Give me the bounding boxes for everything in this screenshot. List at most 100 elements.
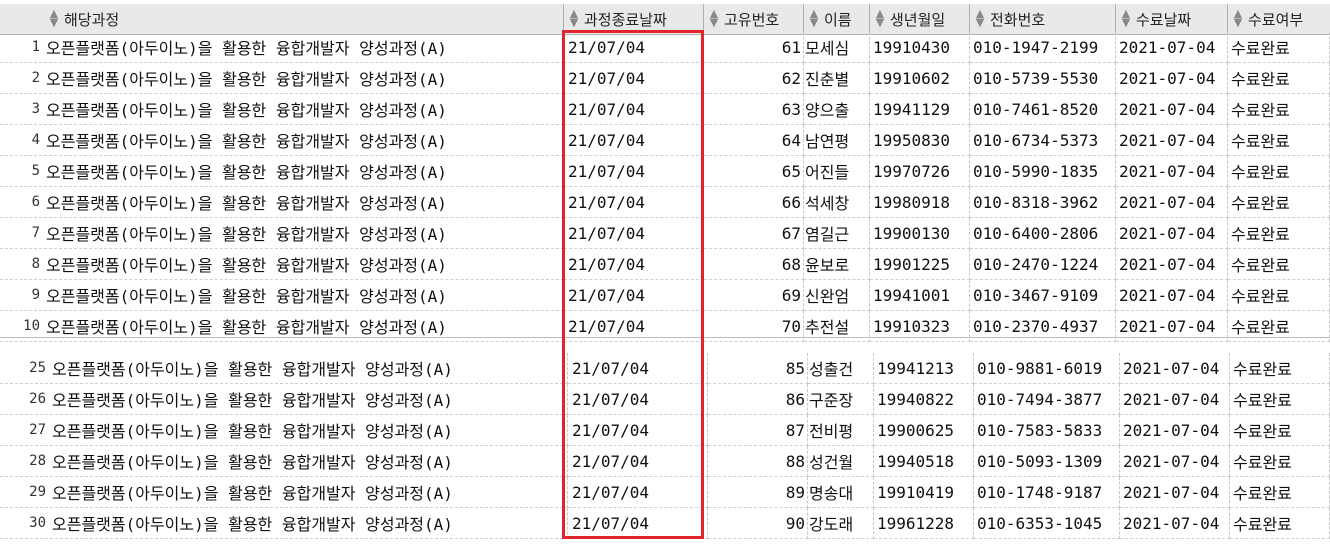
- cell-phone[interactable]: 010-3467-9109: [970, 280, 1116, 311]
- cell-name[interactable]: 모세심: [804, 32, 870, 63]
- cell-name[interactable]: 성건월: [808, 446, 874, 477]
- cell-status[interactable]: 수료완료: [1230, 508, 1330, 539]
- cell-end[interactable]: 21/07/04: [568, 477, 708, 508]
- cell-status[interactable]: 수료완료: [1230, 353, 1330, 384]
- cell-date[interactable]: 2021-07-04: [1120, 353, 1230, 384]
- table-row[interactable]: 8 오픈플랫폼(아두이노)을 활용한 융합개발자 양성과정(A) 21/07/04 6…: [0, 249, 1330, 280]
- cell-date[interactable]: 2021-07-04: [1116, 218, 1228, 249]
- header-end-date[interactable]: ▲ ▼ 과정종료날짜: [564, 4, 704, 34]
- cell-date[interactable]: 2021-07-04: [1116, 187, 1228, 218]
- cell-id[interactable]: 61: [704, 32, 804, 63]
- cell-course[interactable]: 오픈플랫폼(아두이노)을 활용한 융합개발자 양성과정(A): [44, 156, 564, 187]
- cell-birth[interactable]: 19961228: [874, 508, 974, 539]
- cell-phone[interactable]: 010-8318-3962: [970, 187, 1116, 218]
- cell-end[interactable]: 21/07/04: [564, 156, 704, 187]
- cell-name[interactable]: 진춘별: [804, 63, 870, 94]
- cell-date[interactable]: 2021-07-04: [1116, 125, 1228, 156]
- cell-id[interactable]: 62: [704, 63, 804, 94]
- header-date[interactable]: ▲ ▼ 수료날짜: [1116, 4, 1228, 34]
- cell-date[interactable]: 2021-07-04: [1116, 32, 1228, 63]
- cell-phone[interactable]: 010-5990-1835: [970, 156, 1116, 187]
- cell-end[interactable]: 21/07/04: [564, 280, 704, 311]
- cell-status[interactable]: 수료완료: [1228, 249, 1330, 280]
- cell-course[interactable]: 오픈플랫폼(아두이노)을 활용한 융합개발자 양성과정(A): [50, 353, 568, 384]
- header-name[interactable]: ▲ ▼ 이름: [804, 4, 870, 34]
- cell-date[interactable]: 2021-07-04: [1120, 446, 1230, 477]
- sort-arrows-icon[interactable]: ▲ ▼: [49, 7, 59, 29]
- sort-arrows-icon[interactable]: ▲ ▼: [709, 7, 719, 29]
- cell-status[interactable]: 수료완료: [1230, 477, 1330, 508]
- table-row[interactable]: 4 오픈플랫폼(아두이노)을 활용한 융합개발자 양성과정(A) 21/07/04 6…: [0, 125, 1330, 156]
- cell-birth[interactable]: 19940518: [874, 446, 974, 477]
- table-row[interactable]: 28 오픈플랫폼(아두이노)을 활용한 융합개발자 양성과정(A) 21/07/04…: [0, 446, 1330, 477]
- cell-phone[interactable]: 010-2370-4937: [970, 311, 1116, 342]
- cell-name[interactable]: 구준장: [808, 384, 874, 415]
- cell-end[interactable]: 21/07/04: [568, 384, 708, 415]
- cell-date[interactable]: 2021-07-04: [1116, 94, 1228, 125]
- cell-phone[interactable]: 010-1748-9187: [974, 477, 1120, 508]
- cell-id[interactable]: 64: [704, 125, 804, 156]
- cell-id[interactable]: 65: [704, 156, 804, 187]
- cell-name[interactable]: 석세창: [804, 187, 870, 218]
- cell-status[interactable]: 수료완료: [1230, 415, 1330, 446]
- table-row[interactable]: 6 오픈플랫폼(아두이노)을 활용한 융합개발자 양성과정(A) 21/07/04 6…: [0, 187, 1330, 218]
- cell-birth[interactable]: 19900625: [874, 415, 974, 446]
- cell-date[interactable]: 2021-07-04: [1120, 477, 1230, 508]
- cell-birth[interactable]: 19910323: [870, 311, 970, 342]
- cell-course[interactable]: 오픈플랫폼(아두이노)을 활용한 융합개발자 양성과정(A): [44, 94, 564, 125]
- cell-status[interactable]: 수료완료: [1228, 218, 1330, 249]
- cell-end[interactable]: 21/07/04: [568, 446, 708, 477]
- cell-id[interactable]: 63: [704, 94, 804, 125]
- cell-status[interactable]: 수료완료: [1228, 94, 1330, 125]
- cell-id[interactable]: 69: [704, 280, 804, 311]
- cell-phone[interactable]: 010-5739-5530: [970, 63, 1116, 94]
- cell-phone[interactable]: 010-7494-3877: [974, 384, 1120, 415]
- table-row[interactable]: 5 오픈플랫폼(아두이노)을 활용한 융합개발자 양성과정(A) 21/07/04 6…: [0, 156, 1330, 187]
- cell-id[interactable]: 88: [708, 446, 808, 477]
- cell-birth[interactable]: 19941213: [874, 353, 974, 384]
- cell-birth[interactable]: 19940822: [874, 384, 974, 415]
- cell-phone[interactable]: 010-6353-1045: [974, 508, 1120, 539]
- table-row[interactable]: 26 오픈플랫폼(아두이노)을 활용한 융합개발자 양성과정(A) 21/07/04…: [0, 384, 1330, 415]
- cell-status[interactable]: 수료완료: [1228, 187, 1330, 218]
- cell-date[interactable]: 2021-07-04: [1120, 508, 1230, 539]
- cell-course[interactable]: 오픈플랫폼(아두이노)을 활용한 융합개발자 양성과정(A): [44, 249, 564, 280]
- cell-id[interactable]: 85: [708, 353, 808, 384]
- cell-end[interactable]: 21/07/04: [564, 94, 704, 125]
- cell-birth[interactable]: 19900130: [870, 218, 970, 249]
- cell-course[interactable]: 오픈플랫폼(아두이노)을 활용한 융합개발자 양성과정(A): [50, 477, 568, 508]
- cell-birth[interactable]: 19941129: [870, 94, 970, 125]
- cell-phone[interactable]: 010-7461-8520: [970, 94, 1116, 125]
- cell-id[interactable]: 67: [704, 218, 804, 249]
- cell-id[interactable]: 90: [708, 508, 808, 539]
- table-row[interactable]: 29 오픈플랫폼(아두이노)을 활용한 융합개발자 양성과정(A) 21/07/04…: [0, 477, 1330, 508]
- cell-end[interactable]: 21/07/04: [564, 218, 704, 249]
- cell-end[interactable]: 21/07/04: [568, 415, 708, 446]
- cell-end[interactable]: 21/07/04: [564, 187, 704, 218]
- cell-id[interactable]: 87: [708, 415, 808, 446]
- cell-name[interactable]: 성출건: [808, 353, 874, 384]
- cell-birth[interactable]: 19950830: [870, 125, 970, 156]
- cell-end[interactable]: 21/07/04: [568, 508, 708, 539]
- cell-name[interactable]: 전비평: [808, 415, 874, 446]
- cell-phone[interactable]: 010-6734-5373: [970, 125, 1116, 156]
- table-row[interactable]: 3 오픈플랫폼(아두이노)을 활용한 융합개발자 양성과정(A) 21/07/04 6…: [0, 94, 1330, 125]
- cell-course[interactable]: 오픈플랫폼(아두이노)을 활용한 융합개발자 양성과정(A): [44, 63, 564, 94]
- table-row[interactable]: 9 오픈플랫폼(아두이노)을 활용한 융합개발자 양성과정(A) 21/07/04 6…: [0, 280, 1330, 311]
- cell-phone[interactable]: 010-6400-2806: [970, 218, 1116, 249]
- cell-status[interactable]: 수료완료: [1228, 63, 1330, 94]
- cell-birth[interactable]: 19910602: [870, 63, 970, 94]
- sort-arrows-icon[interactable]: ▲ ▼: [569, 7, 579, 29]
- sort-arrows-icon[interactable]: ▲ ▼: [1121, 7, 1131, 29]
- cell-status[interactable]: 수료완료: [1228, 280, 1330, 311]
- header-birth[interactable]: ▲ ▼ 생년월일: [870, 4, 970, 34]
- cell-status[interactable]: 수료완료: [1228, 32, 1330, 63]
- cell-course[interactable]: 오픈플랫폼(아두이노)을 활용한 융합개발자 양성과정(A): [50, 446, 568, 477]
- cell-phone[interactable]: 010-1947-2199: [970, 32, 1116, 63]
- cell-course[interactable]: 오픈플랫폼(아두이노)을 활용한 융합개발자 양성과정(A): [44, 187, 564, 218]
- cell-date[interactable]: 2021-07-04: [1120, 384, 1230, 415]
- cell-end[interactable]: 21/07/04: [564, 32, 704, 63]
- cell-name[interactable]: 염길근: [804, 218, 870, 249]
- cell-course[interactable]: 오픈플랫폼(아두이노)을 활용한 융합개발자 양성과정(A): [50, 384, 568, 415]
- table-row[interactable]: 10 오픈플랫폼(아두이노)을 활용한 융합개발자 양성과정(A) 21/07/04…: [0, 311, 1330, 342]
